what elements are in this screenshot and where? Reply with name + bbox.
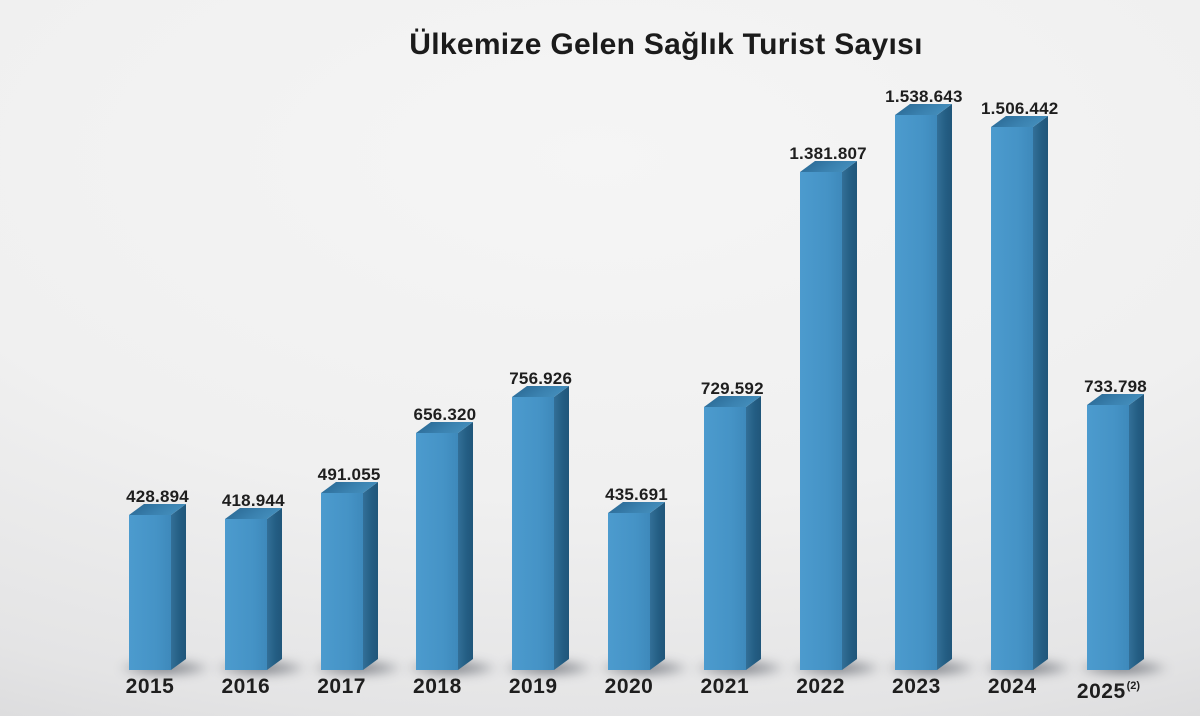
bar-value-label-2016: 418.944 — [221, 491, 285, 510]
bar-side-face-2020 — [650, 502, 665, 670]
bar-side-face-2018 — [458, 422, 474, 670]
bar-side-face-2015 — [171, 504, 186, 670]
bar-2023 — [895, 115, 938, 670]
bar-2016 — [224, 519, 267, 670]
bar-year-label-2022: 2022 — [796, 675, 845, 698]
bar-side-face-2025 — [1129, 394, 1144, 670]
bar-year-label-2024: 2024 — [987, 675, 1037, 698]
bar-side-face-2019 — [554, 386, 570, 670]
bar-2025 — [1087, 405, 1129, 670]
bar-value-label-2015: 428.894 — [126, 487, 189, 506]
bar-side-face-2021 — [745, 396, 761, 670]
bar-side-face-2016 — [266, 508, 282, 670]
bar-value-label-2023: 1.538.643 — [885, 87, 963, 106]
bar-year-label-2015: 2015 — [125, 675, 175, 698]
bar-value-label-2019: 756.926 — [509, 369, 573, 388]
bar-year-label-2018: 2018 — [413, 675, 462, 698]
chart-title: Ülkemize Gelen Sağlık Turist Sayısı — [409, 28, 923, 61]
bar-2020 — [608, 513, 650, 670]
bar-2019 — [512, 397, 555, 670]
bar-2018 — [416, 433, 459, 670]
bar-2022 — [799, 172, 842, 670]
bar-side-face-2022 — [841, 161, 857, 670]
bar-year-label-2025: 2025(2) — [1076, 680, 1141, 703]
bar-value-label-2018: 656.320 — [413, 405, 477, 424]
bar-2017 — [320, 493, 363, 670]
bar-year-label-2021: 2021 — [700, 675, 750, 698]
bar-value-label-2017: 491.055 — [317, 465, 381, 484]
bar-side-face-2023 — [937, 104, 953, 670]
bar-value-label-2021: 729.592 — [700, 379, 764, 398]
bar-year-label-2017: 2017 — [317, 675, 366, 698]
bar-year-label-2023: 2023 — [892, 675, 941, 698]
year-footnote-marker: (2) — [1126, 680, 1141, 692]
bar-2024 — [991, 127, 1034, 670]
bar-value-label-2025: 733.798 — [1084, 377, 1147, 396]
bar-side-face-2017 — [362, 482, 378, 670]
bar-value-label-2022: 1.381.807 — [789, 144, 867, 163]
bar-2021 — [703, 407, 746, 670]
bar-value-label-2020: 435.691 — [605, 485, 668, 504]
bar-2015 — [129, 515, 171, 670]
bar-value-label-2024: 1.506.442 — [980, 99, 1059, 118]
bar-year-label-2019: 2019 — [508, 675, 558, 698]
bar-year-label-2020: 2020 — [604, 675, 654, 698]
bar-side-face-2024 — [1033, 116, 1049, 670]
bar-year-label-2016: 2016 — [221, 675, 271, 698]
